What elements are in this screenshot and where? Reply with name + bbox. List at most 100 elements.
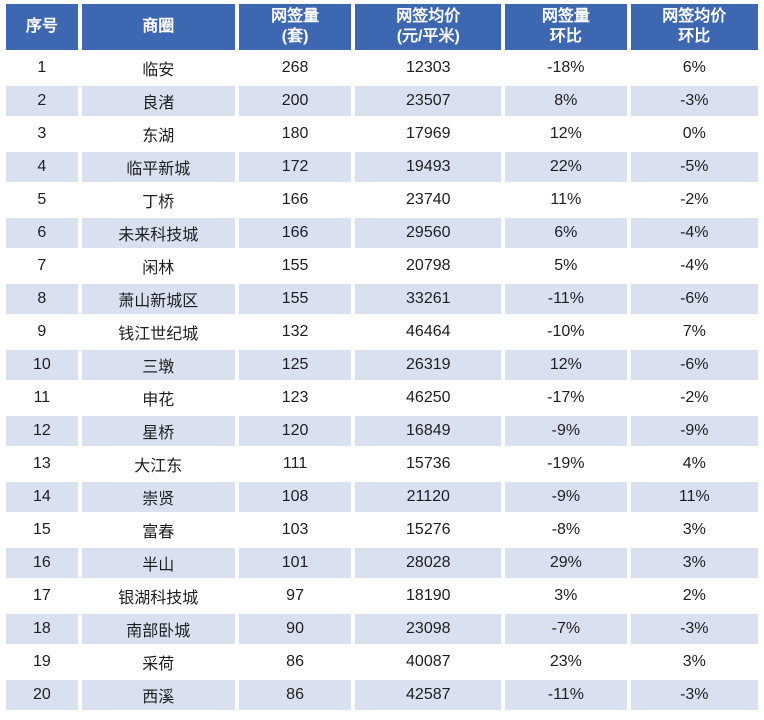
table-row: 13 大江东 111 15736 -19% 4% (6, 449, 758, 479)
cell-index: 9 (6, 317, 78, 347)
cell-price-mom: 2% (630, 581, 758, 611)
cell-price-mom: 11% (630, 482, 758, 512)
cell-volume-mom: 3% (505, 581, 627, 611)
table-row: 3 东湖 180 17969 12% 0% (6, 119, 758, 149)
cell-index: 6 (6, 218, 78, 248)
cell-price-mom: -5% (630, 152, 758, 182)
cell-volume-mom: 12% (505, 350, 627, 380)
table-row: 18 南部卧城 90 23098 -7% -3% (6, 614, 758, 644)
cell-index: 7 (6, 251, 78, 281)
cell-district: 半山 (81, 548, 235, 578)
table-row: 9 钱江世纪城 132 46464 -10% 7% (6, 317, 758, 347)
cell-volume: 111 (238, 449, 352, 479)
cell-index: 1 (6, 53, 78, 83)
cell-volume: 172 (238, 152, 352, 182)
cell-index: 19 (6, 647, 78, 677)
cell-district: 钱江世纪城 (81, 317, 235, 347)
cell-district: 崇贤 (81, 482, 235, 512)
cell-index: 11 (6, 383, 78, 413)
col-header-avg-price-unit: (元/平米) (396, 28, 460, 45)
table-row: 7 闲林 155 20798 5% -4% (6, 251, 758, 281)
col-header-index-label: 序号 (25, 18, 58, 35)
cell-district: 富春 (81, 515, 235, 545)
cell-volume: 108 (238, 482, 352, 512)
cell-volume-mom: 11% (505, 185, 627, 215)
cell-price-mom: 3% (630, 515, 758, 545)
cell-price-mom: -6% (630, 284, 758, 314)
cell-avg-price: 18190 (355, 581, 502, 611)
col-header-district-label: 商圈 (142, 18, 175, 35)
cell-volume: 180 (238, 119, 352, 149)
cell-district: 申花 (81, 383, 235, 413)
cell-district: 三墩 (81, 350, 235, 380)
cell-volume-mom: 22% (505, 152, 627, 182)
table-header: 序号 商圈 网签量 (套) 网签均价 (元/平米) 网签量 环比 网签均价 环比 (6, 4, 758, 50)
cell-volume-mom: -11% (505, 680, 627, 710)
cell-volume-mom: -9% (505, 482, 627, 512)
table-row: 17 银湖科技城 97 18190 3% 2% (6, 581, 758, 611)
table-row: 10 三墩 125 26319 12% -6% (6, 350, 758, 380)
table-row: 2 良渚 200 23507 8% -3% (6, 86, 758, 116)
col-header-price-mom-label: 网签均价 (662, 8, 727, 25)
cell-index: 14 (6, 482, 78, 512)
cell-district: 未来科技城 (81, 218, 235, 248)
cell-avg-price: 16849 (355, 416, 502, 446)
cell-district: 丁桥 (81, 185, 235, 215)
cell-volume-mom: 5% (505, 251, 627, 281)
cell-index: 2 (6, 86, 78, 116)
cell-price-mom: -6% (630, 350, 758, 380)
table-row: 8 萧山新城区 155 33261 -11% -6% (6, 284, 758, 314)
cell-volume-mom: 12% (505, 119, 627, 149)
cell-avg-price: 21120 (355, 482, 502, 512)
cell-avg-price: 46250 (355, 383, 502, 413)
cell-district: 临平新城 (81, 152, 235, 182)
table-row: 14 崇贤 108 21120 -9% 11% (6, 482, 758, 512)
cell-price-mom: -4% (630, 251, 758, 281)
cell-price-mom: -3% (630, 86, 758, 116)
cell-avg-price: 23740 (355, 185, 502, 215)
cell-volume: 103 (238, 515, 352, 545)
cell-volume: 125 (238, 350, 352, 380)
cell-index: 20 (6, 680, 78, 710)
cell-volume: 120 (238, 416, 352, 446)
cell-price-mom: -2% (630, 185, 758, 215)
cell-index: 3 (6, 119, 78, 149)
cell-avg-price: 17969 (355, 119, 502, 149)
cell-volume: 132 (238, 317, 352, 347)
cell-index: 15 (6, 515, 78, 545)
cell-volume-mom: -17% (505, 383, 627, 413)
cell-volume-mom: -8% (505, 515, 627, 545)
col-header-index: 序号 (6, 4, 78, 50)
col-header-price-mom-label2: 环比 (678, 28, 711, 45)
cell-avg-price: 28028 (355, 548, 502, 578)
cell-avg-price: 20798 (355, 251, 502, 281)
col-header-district: 商圈 (81, 4, 235, 50)
cell-volume-mom: -18% (505, 53, 627, 83)
cell-district: 银湖科技城 (81, 581, 235, 611)
cell-index: 5 (6, 185, 78, 215)
cell-volume-mom: -11% (505, 284, 627, 314)
cell-volume: 90 (238, 614, 352, 644)
cell-avg-price: 15276 (355, 515, 502, 545)
cell-price-mom: 3% (630, 548, 758, 578)
cell-index: 13 (6, 449, 78, 479)
cell-index: 17 (6, 581, 78, 611)
cell-district: 星桥 (81, 416, 235, 446)
cell-volume-mom: 8% (505, 86, 627, 116)
cell-district: 闲林 (81, 251, 235, 281)
cell-index: 10 (6, 350, 78, 380)
table-row: 6 未来科技城 166 29560 6% -4% (6, 218, 758, 248)
cell-avg-price: 23507 (355, 86, 502, 116)
cell-price-mom: -3% (630, 680, 758, 710)
cell-volume: 166 (238, 218, 352, 248)
cell-avg-price: 40087 (355, 647, 502, 677)
cell-index: 12 (6, 416, 78, 446)
cell-volume: 200 (238, 86, 352, 116)
cell-volume: 268 (238, 53, 352, 83)
cell-district: 采荷 (81, 647, 235, 677)
table-row: 5 丁桥 166 23740 11% -2% (6, 185, 758, 215)
cell-price-mom: -9% (630, 416, 758, 446)
cell-district: 临安 (81, 53, 235, 83)
